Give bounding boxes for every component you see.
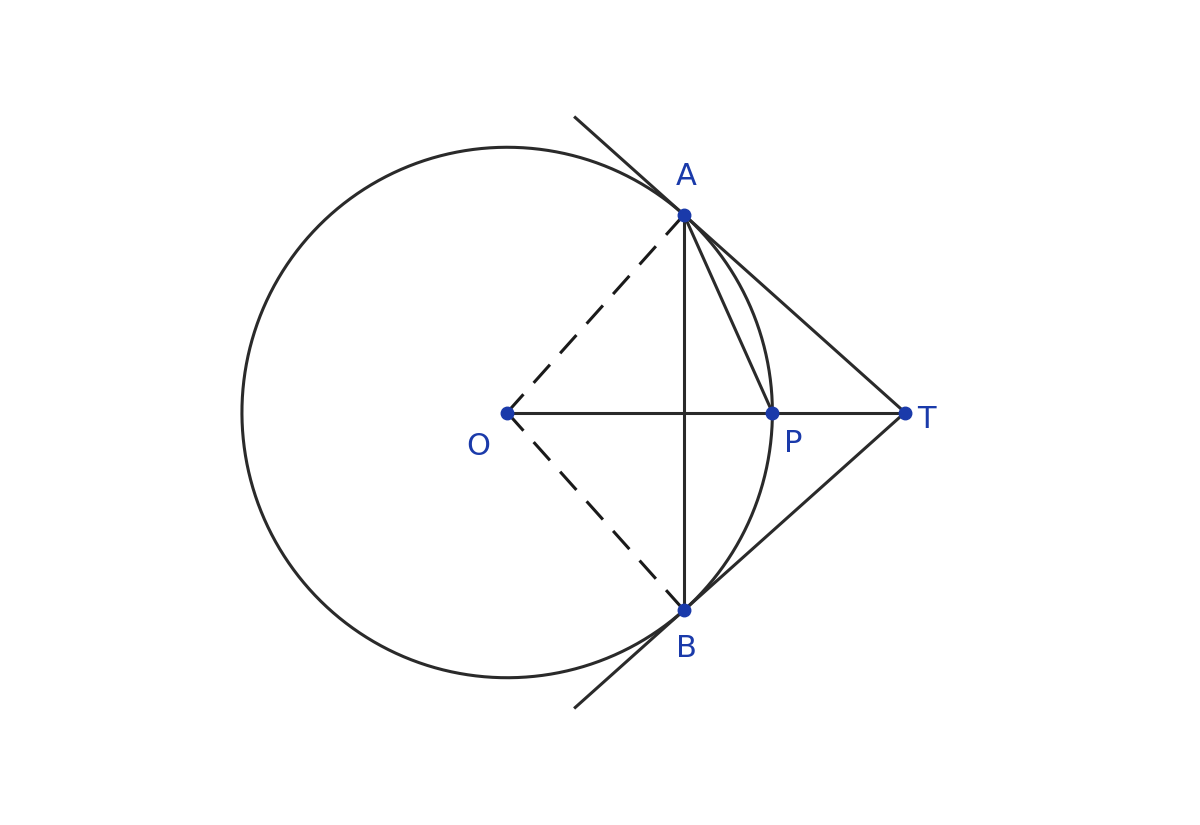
- Text: A: A: [677, 162, 697, 191]
- Text: P: P: [785, 429, 803, 458]
- Text: O: O: [467, 431, 491, 460]
- Text: T: T: [917, 405, 936, 434]
- Text: B: B: [677, 634, 697, 663]
